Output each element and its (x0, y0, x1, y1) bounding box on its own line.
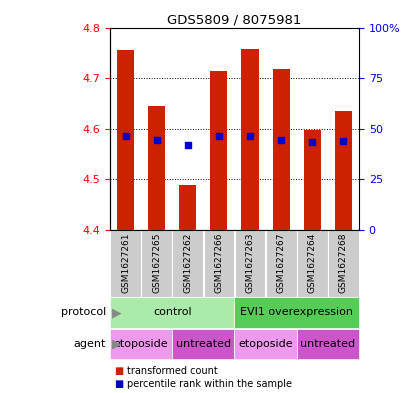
Point (122, 133, 129, 140)
Text: ▶: ▶ (112, 337, 122, 351)
Bar (148, 106, 165, 230)
Text: GSM1627262: GSM1627262 (183, 233, 192, 293)
Bar (179, 185, 196, 230)
Bar (234, 329, 297, 359)
Text: untreated: untreated (176, 339, 231, 349)
Text: GSM1627261: GSM1627261 (121, 233, 130, 293)
Text: transformed count: transformed count (127, 366, 217, 376)
Bar (172, 230, 203, 297)
Text: agent: agent (73, 339, 106, 349)
Text: protocol: protocol (61, 307, 106, 318)
Text: ■: ■ (114, 366, 123, 376)
Point (184, 142, 191, 148)
Bar (117, 50, 134, 230)
Bar (273, 69, 290, 230)
Text: GSM1627263: GSM1627263 (246, 233, 254, 293)
Point (216, 133, 222, 140)
Text: etoposide: etoposide (114, 339, 168, 349)
Point (340, 138, 347, 145)
Bar (172, 329, 234, 359)
Bar (304, 130, 321, 230)
Point (154, 137, 160, 143)
Text: EVI1 overexpression: EVI1 overexpression (240, 307, 353, 318)
Text: GSM1627268: GSM1627268 (339, 233, 348, 293)
Text: GSM1627267: GSM1627267 (277, 233, 286, 293)
Text: ▶: ▶ (112, 306, 122, 319)
Bar (328, 230, 359, 297)
Text: etoposide: etoposide (238, 339, 293, 349)
Bar (266, 230, 297, 297)
Text: GSM1627264: GSM1627264 (308, 233, 317, 293)
Bar (297, 329, 359, 359)
Bar (297, 230, 328, 297)
Bar (110, 230, 141, 297)
Text: untreated: untreated (300, 339, 355, 349)
Text: ■: ■ (114, 379, 123, 389)
Point (278, 137, 285, 143)
Bar (234, 298, 359, 327)
Bar (110, 329, 172, 359)
Point (247, 133, 253, 140)
Text: control: control (153, 307, 192, 318)
Bar (234, 230, 266, 297)
Bar (335, 111, 352, 230)
Bar (141, 230, 172, 297)
Bar (210, 70, 227, 230)
Text: GSM1627265: GSM1627265 (152, 233, 161, 293)
Text: percentile rank within the sample: percentile rank within the sample (127, 379, 292, 389)
Bar (110, 298, 234, 327)
Title: GDS5809 / 8075981: GDS5809 / 8075981 (167, 13, 302, 26)
Bar (203, 230, 234, 297)
Bar (242, 49, 259, 230)
Text: GSM1627266: GSM1627266 (215, 233, 223, 293)
Point (309, 139, 315, 145)
